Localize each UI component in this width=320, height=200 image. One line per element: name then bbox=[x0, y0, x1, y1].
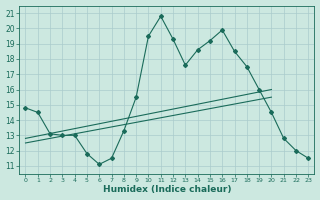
X-axis label: Humidex (Indice chaleur): Humidex (Indice chaleur) bbox=[103, 185, 231, 194]
